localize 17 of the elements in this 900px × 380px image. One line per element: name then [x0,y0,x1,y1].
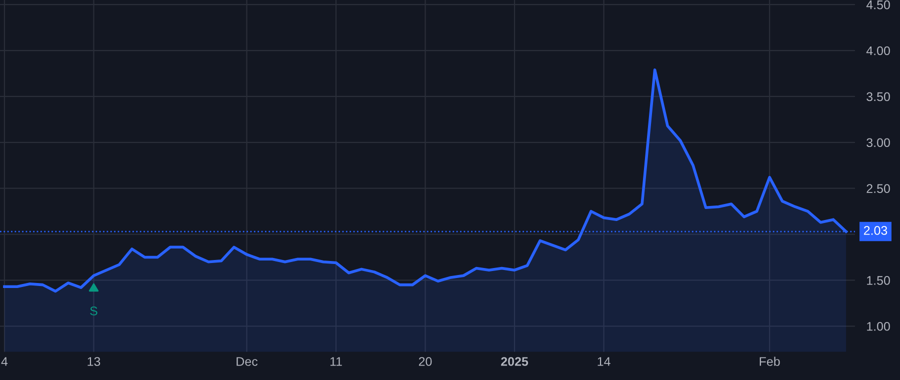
x-tick-label: 4 [1,357,8,366]
ref-line-label: 2.03 [864,226,888,235]
x-tick-label: Feb [760,356,780,366]
y-tick-label: 1.00 [867,322,890,331]
y-tick-label: 1.50 [867,276,890,285]
x-tick-label: Dec [236,357,258,366]
x-tick-label: 11 [330,357,342,366]
y-tick-label: 4.00 [866,46,890,56]
x-tick-label: 20 [418,357,432,366]
annotation: S [90,306,98,316]
y-tick-label: 3.50 [866,92,890,102]
y-tick-label: 2.50 [866,184,890,193]
x-tick-label: 13 [88,357,100,366]
y-tick-label: 3.00 [866,138,890,148]
x-tick-label: 2025 [501,357,528,366]
x-tick-label: 14 [598,357,610,366]
y-tick-label: 4.50 [866,0,890,10]
